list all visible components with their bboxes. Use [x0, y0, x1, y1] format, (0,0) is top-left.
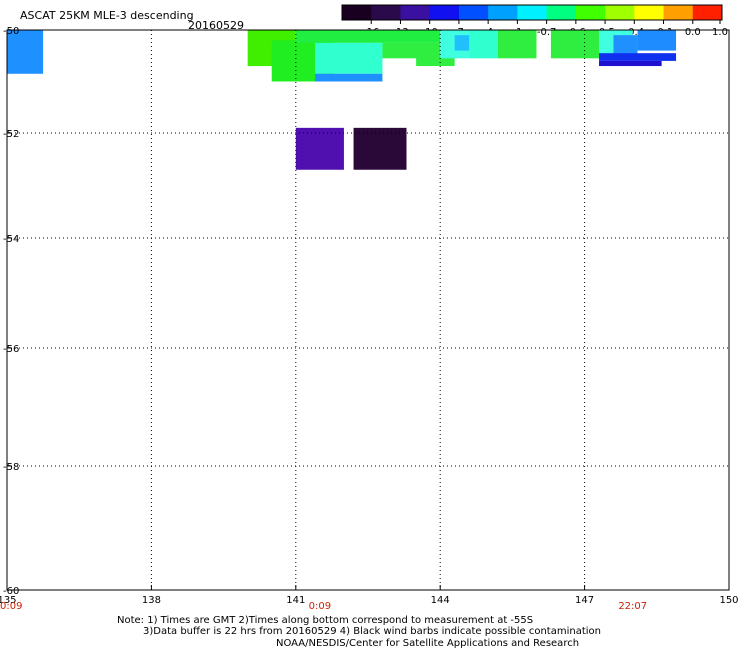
data-cell	[599, 60, 662, 67]
data-cells	[7, 30, 677, 170]
data-cell	[469, 30, 498, 59]
colorbar-swatch	[575, 5, 606, 20]
colorbar-swatch	[663, 5, 694, 20]
colorbar-frame	[341, 4, 723, 21]
lat-tick-label: -58	[3, 462, 19, 473]
data-cell	[7, 30, 44, 74]
lon-tick-label: 150	[719, 595, 738, 606]
data-cell	[353, 127, 407, 170]
lat-tick-label: -56	[3, 344, 19, 355]
time-label: 0:09	[309, 601, 331, 612]
map-frame	[6, 29, 730, 591]
lon-tick-label: 141	[286, 595, 305, 606]
data-cell	[382, 42, 441, 59]
lon-tick-label: 135	[0, 595, 17, 606]
colorbar-swatch	[546, 5, 577, 20]
note-line-2: 3)Data buffer is 22 hrs from 20160529 4)…	[143, 626, 601, 637]
colorbar-swatch	[371, 5, 401, 20]
colorbar-tick-label: -0.7	[537, 27, 557, 38]
lat-tick-label: -52	[3, 129, 19, 140]
data-cell	[295, 30, 441, 43]
data-cell	[497, 30, 537, 59]
lat-tick-label: -54	[3, 234, 19, 245]
colorbar-swatch	[400, 5, 431, 20]
lon-tick-label: 138	[142, 595, 161, 606]
colorbar-swatch	[458, 5, 489, 20]
longitude-ticks: 135 138 141 144 147 150	[0, 585, 739, 606]
colorbar-swatch	[429, 5, 460, 20]
grid-lines	[7, 30, 729, 590]
time-labels: 0:09 0:09 22:07	[0, 601, 647, 612]
colorbar-swatch	[634, 5, 665, 20]
map-title: ASCAT 25KM MLE-3 descending	[20, 9, 194, 22]
colorbar-swatch	[692, 5, 723, 20]
colorbar-swatch	[517, 5, 548, 20]
lat-tick-label: -60	[3, 586, 19, 597]
colorbar-swatch	[342, 5, 372, 20]
time-label: 0:09	[0, 601, 22, 612]
data-cell	[637, 30, 677, 51]
lon-tick-label: 147	[575, 595, 594, 606]
data-cell	[295, 127, 344, 170]
time-label: 22:07	[618, 601, 647, 612]
colorbar-tick-label: 1.0	[712, 27, 728, 38]
map-date: 20160529	[188, 19, 244, 32]
colorbar-tick-label: -0.4	[625, 27, 645, 38]
data-cell	[550, 30, 600, 59]
colorbar-tick-label: 0.0	[685, 27, 701, 38]
data-cell	[599, 53, 677, 61]
data-cell	[315, 73, 383, 82]
data-cell	[315, 42, 383, 74]
colorbar: -16-13-10-7-4-1-0.7-0.6-0.5-0.4-0.10.01.…	[341, 4, 728, 38]
data-cell	[613, 35, 638, 59]
colorbar-swatch	[488, 5, 518, 20]
note-line-1: Note: 1) Times are GMT 2)Times along bot…	[117, 615, 534, 626]
data-cell	[416, 55, 455, 67]
lat-tick-label: -50	[3, 26, 19, 37]
note-line-3: NOAA/NESDIS/Center for Satellite Applica…	[276, 638, 580, 649]
lon-tick-label: 144	[431, 595, 450, 606]
latitude-ticks: -50 -52 -54 -56 -58 -60	[3, 26, 19, 597]
colorbar-swatch	[605, 5, 635, 20]
